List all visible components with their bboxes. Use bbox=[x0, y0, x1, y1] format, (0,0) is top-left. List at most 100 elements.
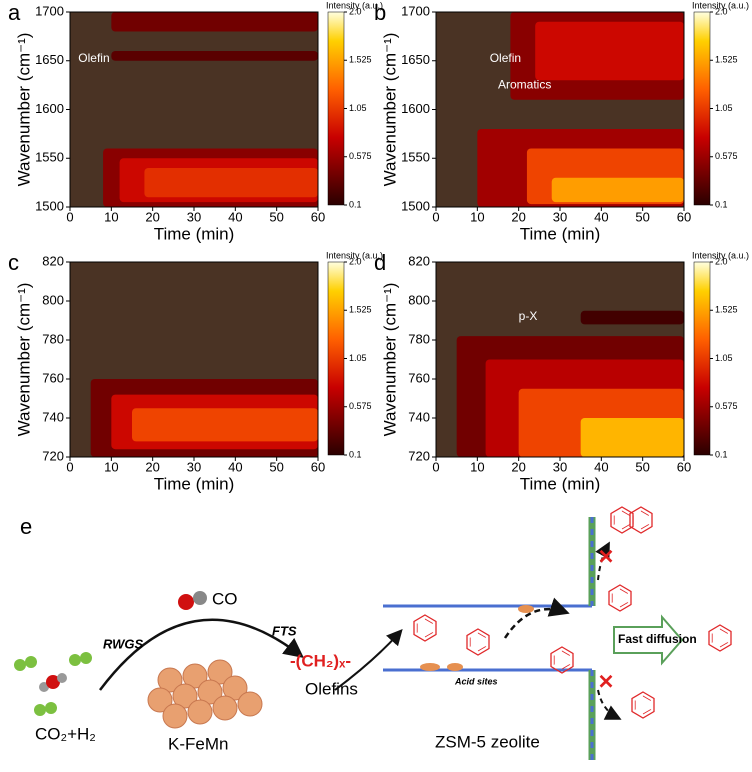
colorbar-label: Intensity (a.u.) bbox=[692, 0, 749, 10]
colorbar-label: Intensity (a.u.) bbox=[692, 250, 749, 260]
x-tick-label: 0 bbox=[432, 209, 439, 224]
y-tick-label: 820 bbox=[42, 253, 64, 268]
y-tick-label: 780 bbox=[42, 331, 64, 346]
x-tick-label: 30 bbox=[187, 209, 201, 224]
x-tick-label: 10 bbox=[104, 209, 118, 224]
colorbar-tick-label: 0.575 bbox=[349, 151, 372, 161]
acid-site bbox=[447, 663, 463, 671]
x-tick-label: 60 bbox=[677, 459, 691, 474]
acid-site bbox=[518, 605, 534, 613]
colorbar-tick-label: 0.1 bbox=[715, 199, 728, 209]
colorbar-tick-label: 2.0 bbox=[349, 6, 362, 16]
y-tick-label: 820 bbox=[408, 253, 430, 268]
colorbar-tick-label: 0.1 bbox=[349, 449, 362, 459]
chain-label: -(CH₂)ₓ- bbox=[290, 651, 351, 670]
intensity-band bbox=[580, 310, 684, 325]
x-tick-label: 0 bbox=[66, 459, 73, 474]
x-tick-label: 50 bbox=[269, 459, 283, 474]
colorbar-label: Intensity (a.u.) bbox=[326, 0, 383, 10]
colorbar-tick-label: 1.525 bbox=[715, 305, 738, 315]
intensity-band bbox=[111, 51, 318, 61]
acid-site bbox=[420, 663, 440, 671]
y-tick-label: 1600 bbox=[35, 101, 64, 116]
zeolite-label: ZSM-5 zeolite bbox=[435, 732, 540, 751]
y-tick-label: 760 bbox=[408, 370, 430, 385]
x-tick-label: 20 bbox=[511, 209, 525, 224]
x-tick-label: 10 bbox=[104, 459, 118, 474]
y-tick-label: 1500 bbox=[401, 198, 430, 213]
y-tick-label: 800 bbox=[42, 292, 64, 307]
y-tick-label: 1700 bbox=[401, 3, 430, 18]
diffusion-arrow bbox=[613, 614, 684, 666]
catalyst-label: K-FeMn bbox=[168, 734, 228, 753]
y-tick-label: 1650 bbox=[35, 52, 64, 67]
intensity-band bbox=[132, 408, 318, 442]
olefins-label: Olefins bbox=[305, 679, 358, 698]
x-axis-label: Time (min) bbox=[154, 474, 235, 493]
y-tick-label: 1700 bbox=[35, 3, 64, 18]
y-axis-label: Wavenumber (cm⁻¹) bbox=[380, 33, 399, 187]
x-tick-label: 20 bbox=[145, 459, 159, 474]
colorbar bbox=[327, 261, 345, 456]
panel: 0 10 20 30 40 50 60 720 740 760 780 800 820 Time (min… bbox=[8, 250, 383, 494]
colorbar-tick-label: 2.0 bbox=[715, 256, 728, 266]
colorbar-tick-label: 0.1 bbox=[715, 449, 728, 459]
x-axis-label: Time (min) bbox=[154, 224, 235, 243]
x-tick-label: 40 bbox=[228, 209, 242, 224]
catalyst-particles bbox=[147, 659, 263, 729]
intensity-band bbox=[580, 418, 684, 457]
y-tick-label: 1550 bbox=[35, 150, 64, 165]
x-tick-label: 10 bbox=[470, 209, 484, 224]
arrow bbox=[503, 597, 570, 639]
y-tick-label: 1650 bbox=[401, 52, 430, 67]
x-tick-label: 10 bbox=[470, 459, 484, 474]
arrow bbox=[595, 541, 610, 581]
x-tick-label: 60 bbox=[311, 459, 325, 474]
colorbar-tick-label: 1.525 bbox=[715, 55, 738, 65]
colorbar-tick-label: 1.05 bbox=[349, 103, 367, 113]
x-tick-label: 30 bbox=[553, 459, 567, 474]
panel: 0 10 20 30 40 50 60 720 740 760 780 800 820 Time (min… bbox=[374, 250, 749, 494]
y-tick-label: 740 bbox=[408, 409, 430, 424]
panel: 0 10 20 30 40 50 60 1500 1550 1600 1650 1700 Time (m… bbox=[8, 0, 383, 243]
fts-label: FTS bbox=[272, 623, 297, 638]
annotation: p-X bbox=[519, 309, 538, 323]
feed-label: CO₂+H₂ bbox=[35, 724, 96, 743]
x-tick-label: 40 bbox=[594, 209, 608, 224]
y-tick-label: 1600 bbox=[401, 101, 430, 116]
y-tick-label: 740 bbox=[42, 409, 64, 424]
panel: 0 10 20 30 40 50 60 1500 1550 1600 1650 1700 Time (m… bbox=[374, 0, 749, 243]
intensity-band bbox=[551, 177, 684, 203]
x-tick-label: 50 bbox=[635, 459, 649, 474]
y-tick-label: 780 bbox=[408, 331, 430, 346]
colorbar-tick-label: 1.05 bbox=[715, 103, 733, 113]
atom bbox=[178, 594, 194, 610]
colorbar bbox=[327, 11, 345, 206]
y-axis-label: Wavenumber (cm⁻¹) bbox=[380, 283, 399, 437]
panel-label: c bbox=[8, 250, 19, 275]
fast-diffusion-label: Fast diffusion bbox=[618, 632, 697, 646]
x-axis-label: Time (min) bbox=[520, 474, 601, 493]
colorbar-tick-label: 0.575 bbox=[715, 401, 738, 411]
y-tick-label: 1550 bbox=[401, 150, 430, 165]
atom bbox=[193, 591, 207, 605]
y-axis-label: Wavenumber (cm⁻¹) bbox=[14, 33, 33, 187]
y-tick-label: 800 bbox=[408, 292, 430, 307]
colorbar-tick-label: 1.05 bbox=[715, 353, 733, 363]
annotation: Aromatics bbox=[498, 77, 551, 91]
annotation: Olefin bbox=[490, 51, 521, 65]
intensity-band bbox=[144, 168, 318, 198]
x-tick-label: 50 bbox=[635, 209, 649, 224]
rwgs-label: RWGS bbox=[103, 636, 144, 651]
colorbar-tick-label: 2.0 bbox=[349, 256, 362, 266]
x-tick-label: 20 bbox=[511, 459, 525, 474]
x-tick-label: 40 bbox=[594, 459, 608, 474]
schematic: e Acid sites RWGS FTS CO -(CH₂)ₓ- Olefin… bbox=[14, 506, 732, 760]
x-tick-label: 20 bbox=[145, 209, 159, 224]
x-tick-label: 60 bbox=[311, 209, 325, 224]
colorbar bbox=[693, 261, 711, 456]
y-axis-label: Wavenumber (cm⁻¹) bbox=[14, 283, 33, 437]
block-mark: ✕ bbox=[598, 546, 615, 568]
intensity-band bbox=[535, 21, 684, 81]
